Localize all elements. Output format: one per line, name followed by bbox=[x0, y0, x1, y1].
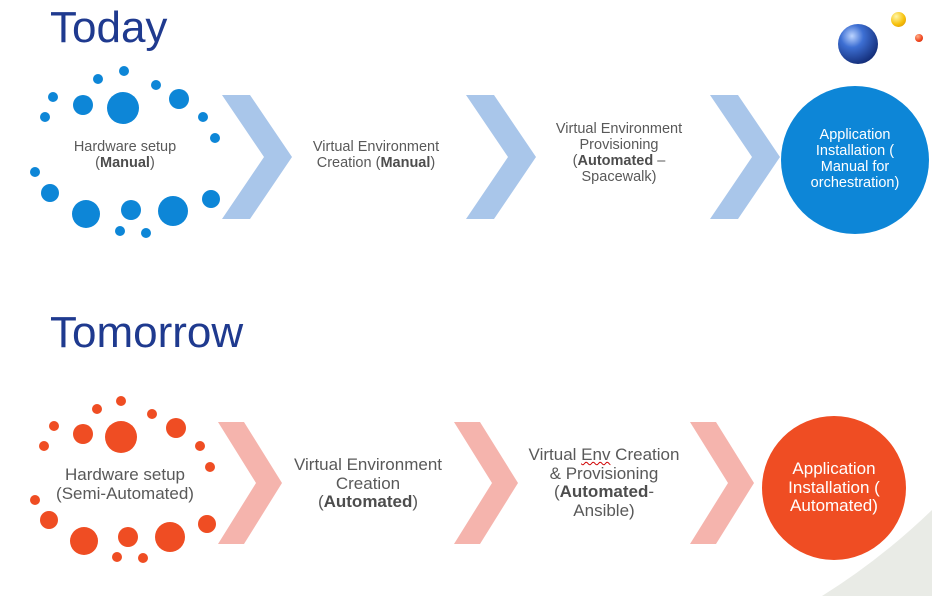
hardware-dot bbox=[40, 511, 58, 529]
decorative-sphere-icon bbox=[891, 12, 906, 27]
step-status-bold: Manual bbox=[380, 154, 431, 171]
hardware-dot bbox=[138, 553, 148, 563]
hardware-dot bbox=[107, 92, 139, 124]
hardware-dot bbox=[119, 66, 129, 76]
chevron-arrow-icon bbox=[218, 422, 282, 544]
hardware-dot bbox=[118, 527, 138, 547]
hardware-dot bbox=[147, 409, 157, 419]
hardware-dot bbox=[158, 196, 188, 226]
step-line: Virtual Environment bbox=[293, 455, 443, 474]
hardware-dot bbox=[169, 89, 189, 109]
hardware-dot bbox=[115, 226, 125, 236]
application-installation-circle: Application Installation ( Manual for or… bbox=[781, 86, 929, 234]
step-status-post: ) bbox=[412, 492, 419, 512]
hardware-dot bbox=[105, 421, 137, 453]
hardware-dot bbox=[151, 80, 161, 90]
hardware-dot bbox=[93, 74, 103, 84]
circle-line: Application bbox=[792, 458, 876, 478]
step-virtual-environment-provisioning: Virtual Environment Provisioning (Automa… bbox=[538, 121, 700, 186]
step-line: Hardware setup bbox=[73, 139, 177, 155]
step-line: Creation bbox=[610, 445, 680, 464]
step-virtual-environment-creation: Virtual Environment Creation (Automated) bbox=[280, 455, 456, 512]
step-status-pre: ( bbox=[95, 154, 101, 171]
step-line: Virtual Environment bbox=[555, 121, 683, 137]
hardware-dot bbox=[40, 112, 50, 122]
step-status-pre: ( bbox=[553, 482, 560, 502]
step-status-bold: Automated bbox=[323, 492, 413, 512]
hardware-dot bbox=[92, 404, 102, 414]
step-hardware-setup: Hardware setup (Manual) bbox=[55, 139, 195, 172]
hardware-dot bbox=[141, 228, 151, 238]
hardware-dot bbox=[70, 527, 98, 555]
hardware-dot bbox=[198, 515, 216, 533]
step-line: (Semi-Automated) bbox=[56, 483, 194, 503]
hardware-dot bbox=[48, 92, 58, 102]
hardware-dot bbox=[166, 418, 186, 438]
step-status-post: - bbox=[648, 482, 655, 502]
chevron-arrow-icon bbox=[466, 95, 536, 219]
circle-line: Installation ( bbox=[788, 477, 880, 497]
hardware-dot bbox=[72, 200, 100, 228]
step-status-bold: Automated bbox=[577, 152, 654, 169]
step-status-bold: Manual bbox=[100, 154, 150, 171]
chevron-arrow-icon bbox=[222, 95, 292, 219]
hardware-dot bbox=[210, 133, 220, 143]
hardware-dot bbox=[112, 552, 122, 562]
chevron-arrow-icon bbox=[710, 95, 780, 219]
step-line: Spacewalk) bbox=[581, 168, 657, 185]
section-title-today: Today bbox=[50, 3, 168, 52]
hardware-dot bbox=[116, 396, 126, 406]
step-status-pre: ( bbox=[572, 152, 578, 169]
step-line: Virtual Environment bbox=[312, 139, 440, 155]
step-status-pre: ( bbox=[375, 154, 381, 171]
hardware-dot bbox=[41, 184, 59, 202]
hardware-dot bbox=[202, 190, 220, 208]
circle-line: Installation ( bbox=[815, 143, 895, 160]
hardware-dot bbox=[155, 522, 185, 552]
step-line: Hardware setup bbox=[64, 465, 185, 484]
step-line: Provisioning bbox=[579, 136, 659, 153]
hardware-dot bbox=[73, 424, 93, 444]
step-status-post: ) bbox=[149, 154, 155, 171]
hardware-dot bbox=[205, 462, 215, 472]
step-hardware-setup: Hardware setup (Semi-Automated) bbox=[40, 465, 210, 503]
section-title-tomorrow: Tomorrow bbox=[50, 308, 244, 357]
decorative-sphere-icon bbox=[915, 34, 923, 42]
hardware-dot bbox=[49, 421, 59, 431]
circle-line: orchestration) bbox=[810, 174, 900, 191]
application-installation-circle: Application Installation ( Automated) bbox=[762, 416, 906, 560]
step-line: Virtual bbox=[528, 445, 582, 464]
hardware-dot bbox=[73, 95, 93, 115]
step-status-post: – bbox=[653, 152, 666, 169]
step-status-bold: Automated bbox=[559, 482, 649, 502]
step-virtual-environment-creation: Virtual Environment Creation (Manual) bbox=[296, 139, 456, 172]
step-virtual-env-creation-provisioning: Virtual Env Creation & Provisioning (Aut… bbox=[514, 445, 694, 521]
step-line-misspelled: Env bbox=[581, 445, 611, 464]
hardware-dot bbox=[30, 167, 40, 177]
decorative-sphere-icon bbox=[838, 24, 878, 64]
step-status-pre: ( bbox=[317, 492, 324, 512]
step-status-post: ) bbox=[430, 154, 436, 171]
circle-line: Application bbox=[819, 127, 891, 144]
step-line: Creation bbox=[316, 154, 372, 171]
circle-line: Manual for bbox=[820, 159, 890, 175]
hardware-dot bbox=[195, 441, 205, 451]
hardware-dot bbox=[121, 200, 141, 220]
hardware-dot bbox=[39, 441, 49, 451]
hardware-dot bbox=[198, 112, 208, 122]
chevron-arrow-icon bbox=[454, 422, 518, 544]
step-line: & Provisioning bbox=[549, 463, 659, 483]
chevron-arrow-icon bbox=[690, 422, 754, 544]
hardware-dot bbox=[30, 495, 40, 505]
circle-line: Automated) bbox=[790, 496, 878, 516]
step-line: Ansible) bbox=[573, 501, 635, 521]
step-line: Creation bbox=[335, 473, 401, 493]
